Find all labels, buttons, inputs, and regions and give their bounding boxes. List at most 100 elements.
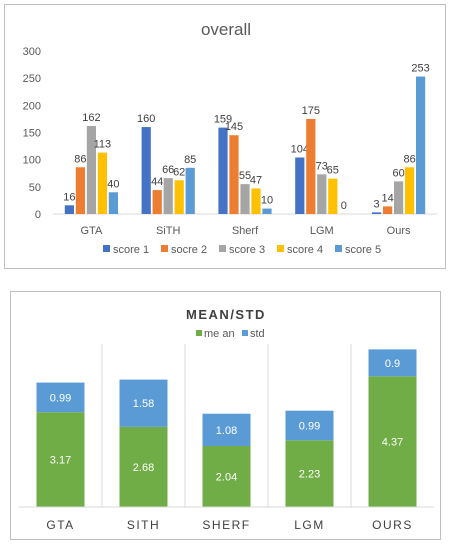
legend-label: std: [250, 328, 265, 340]
legend-label: me an: [204, 328, 235, 340]
data-label: 10: [261, 195, 273, 207]
category-label: GTA: [46, 518, 74, 532]
category-label: LGM: [310, 225, 334, 237]
bar: [372, 212, 382, 214]
data-label: 16: [63, 191, 75, 203]
data-label: 104: [291, 143, 309, 155]
legend-swatch: [196, 330, 202, 336]
y-tick-label: 150: [23, 128, 41, 140]
mean-segment: [285, 440, 334, 507]
category-label: Sherf: [232, 225, 259, 237]
category-label: Ours: [387, 225, 411, 237]
legend-swatch: [335, 245, 342, 252]
data-label: 0.99: [299, 421, 320, 433]
legend-swatch: [103, 245, 110, 252]
mean-segment: [368, 376, 417, 507]
y-tick-label: 50: [29, 182, 41, 194]
data-label: 1.58: [133, 398, 154, 410]
category-label: SHERF: [202, 518, 250, 532]
std-segment: [368, 349, 417, 377]
data-label: 3.17: [50, 455, 71, 467]
chart-title: MEAN/STD: [186, 307, 266, 322]
data-label: 14: [381, 192, 393, 204]
legend-label: score 1: [113, 244, 149, 256]
std-segment: [285, 410, 334, 441]
data-label: 86: [403, 153, 415, 165]
bar: [262, 208, 272, 214]
legend-label: socre 2: [171, 244, 207, 256]
mean-segment: [202, 445, 251, 507]
data-label: 55: [239, 170, 251, 182]
data-label: 0.9: [385, 358, 400, 370]
legend-swatch: [161, 245, 168, 252]
mean-std-chart-panel: MEAN/STD me an std 3.17 0.99 2.68 1.58 2.04 1.…: [10, 291, 441, 540]
data-label: 175: [302, 105, 320, 117]
category-label: OURS: [372, 518, 413, 532]
y-tick-label: 300: [23, 46, 41, 58]
bar: [64, 205, 74, 214]
mean-segment: [36, 412, 85, 507]
bar: [185, 167, 195, 214]
bar: [405, 167, 415, 214]
data-label: 62: [173, 166, 185, 178]
data-label: 47: [250, 174, 262, 186]
legend-label: score 4: [287, 244, 323, 256]
data-label: 160: [137, 113, 155, 125]
bar: [295, 157, 305, 214]
data-label: 65: [327, 165, 339, 177]
bar: [97, 152, 107, 214]
data-label: 44: [151, 176, 163, 188]
data-label: 60: [392, 167, 404, 179]
data-label: 0.99: [50, 392, 71, 404]
bar: [240, 184, 250, 214]
bar: [317, 174, 327, 214]
overall-chart-panel: overall 0 50 100 150 200 250 300 16 86 162 113 40 1…: [4, 4, 446, 269]
bar: [152, 190, 162, 214]
category-label: LGM: [294, 518, 325, 532]
data-label: 3: [374, 198, 380, 210]
bar: [174, 180, 184, 214]
bar: [416, 76, 426, 214]
data-label: 253: [411, 63, 429, 75]
y-tick-label: 200: [23, 100, 41, 112]
data-label: 4.37: [382, 437, 403, 449]
mean-std-chart: MEAN/STD me an std 3.17 0.99 2.68 1.58 2.04 1.…: [19, 307, 434, 532]
data-label: 159: [214, 114, 232, 126]
data-label: 85: [184, 154, 196, 166]
data-label: 73: [316, 160, 328, 172]
data-label: 162: [82, 112, 100, 124]
bar: [108, 192, 118, 214]
bar: [229, 135, 239, 214]
bar: [306, 118, 316, 214]
data-label: 0: [341, 200, 347, 212]
legend-swatch: [219, 245, 226, 252]
bar: [141, 127, 151, 214]
category-label: SITH: [127, 518, 160, 532]
data-label: 113: [94, 139, 112, 151]
bar: [163, 178, 173, 214]
data-label: 66: [162, 164, 174, 176]
legend-label: score 5: [345, 244, 381, 256]
y-tick-label: 100: [23, 155, 41, 167]
y-tick-label: 0: [35, 209, 41, 221]
mean-segment: [119, 426, 168, 507]
chart-title: overall: [201, 20, 251, 39]
bar: [251, 188, 261, 214]
bar: [75, 167, 85, 214]
std-segment: [36, 382, 85, 413]
legend-label: score 3: [229, 244, 265, 256]
data-label: 1.08: [216, 425, 237, 437]
data-label: 2.04: [216, 471, 237, 483]
y-tick-label: 250: [23, 73, 41, 85]
bar: [383, 206, 393, 214]
std-segment: [202, 413, 251, 446]
bar: [328, 178, 338, 214]
category-label: GTA: [81, 225, 103, 237]
bar: [218, 127, 228, 214]
bar: [86, 125, 96, 214]
data-label: 86: [74, 153, 86, 165]
legend-swatch: [277, 245, 284, 252]
legend-swatch: [242, 330, 248, 336]
data-label: 40: [107, 178, 119, 190]
